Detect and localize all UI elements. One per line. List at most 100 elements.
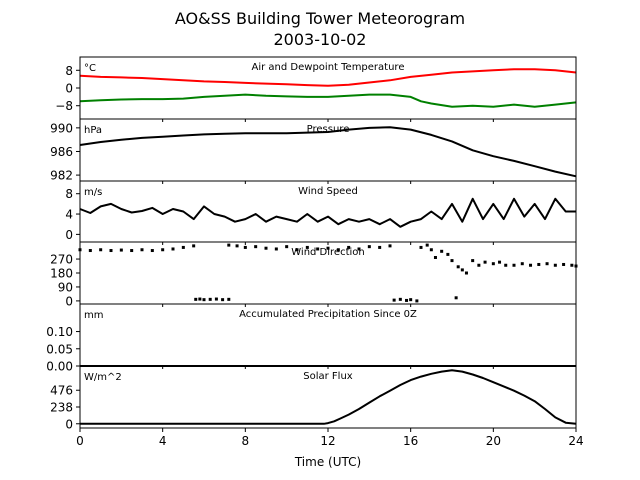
data-point-winddir	[305, 245, 309, 249]
y-tick-label-winddir: 90	[58, 280, 73, 294]
data-point-winddir	[88, 249, 92, 253]
data-point-winddir	[221, 298, 225, 302]
series-line-pressure-0	[79, 126, 577, 178]
panel-unit-solar: W/m^2	[84, 372, 122, 383]
panel-unit-wind: m/s	[84, 187, 102, 198]
data-point-winddir	[425, 243, 429, 247]
x-tick-label: 20	[486, 434, 501, 448]
data-point-winddir	[433, 256, 437, 259]
data-point-winddir	[545, 262, 549, 266]
data-point-winddir	[491, 262, 495, 266]
panel-solar: W/m^2 Solar Flux 476 238 0	[50, 365, 577, 432]
series-line-temp-0	[79, 68, 577, 87]
x-tick-label: 16	[403, 434, 418, 448]
data-point-winddir	[429, 248, 433, 252]
data-point-winddir	[415, 299, 419, 303]
chart-subtitle: 2003-10-02	[274, 30, 367, 49]
data-point-winddir	[109, 249, 113, 253]
panel-title-pressure: Pressure	[307, 124, 350, 135]
chart-title: AO&SS Building Tower Meteorogram	[175, 9, 465, 28]
y-tick-label-solar: 0	[65, 417, 73, 431]
panel-wind: m/s Wind Speed 8 4 0	[65, 180, 577, 245]
data-point-winddir	[367, 245, 371, 249]
series-line-temp-1	[79, 93, 577, 108]
y-tick-label-wind: 4	[65, 208, 73, 222]
y-tick-label-precip: 0.00	[46, 360, 73, 374]
data-point-winddir	[243, 245, 247, 249]
data-point-winddir	[130, 249, 134, 253]
data-point-winddir	[150, 249, 154, 253]
data-point-winddir	[570, 263, 574, 267]
y-tick-label-temp: −8	[55, 99, 73, 113]
data-point-winddir	[562, 262, 566, 266]
panel-unit-pressure: hPa	[84, 125, 102, 136]
data-point-winddir	[336, 248, 340, 252]
data-point-winddir	[181, 245, 185, 249]
data-point-winddir	[119, 248, 123, 252]
data-point-winddir	[254, 245, 258, 249]
y-tick-label-winddir: 0	[65, 294, 73, 308]
x-axis-label: Time (UTC)	[294, 455, 361, 469]
data-point-winddir	[202, 298, 206, 302]
x-tick-label: 0	[76, 434, 84, 448]
x-tick-label: 8	[242, 434, 250, 448]
data-point-winddir	[198, 297, 202, 301]
data-point-winddir	[446, 252, 450, 256]
y-tick-label-wind: 0	[65, 228, 73, 242]
y-tick-label-wind: 8	[65, 187, 73, 201]
data-point-winddir	[378, 245, 382, 249]
data-point-winddir	[440, 249, 444, 253]
x-axis: 0 4 8 12 16 20 24	[76, 434, 583, 448]
data-point-winddir	[227, 243, 231, 247]
y-tick-label-precip: 0.05	[46, 342, 73, 356]
data-point-winddir	[326, 246, 330, 250]
y-tick-label-temp: 0	[65, 82, 73, 96]
y-tick-label-pressure: 982	[50, 169, 73, 183]
series-line-wind-0	[79, 197, 576, 228]
data-point-winddir	[483, 260, 487, 264]
data-point-winddir	[316, 247, 320, 251]
panel-precip: mm Accumulated Precipitation Since 0Z 0.10…	[46, 303, 577, 374]
data-point-winddir	[140, 248, 144, 252]
data-point-winddir	[161, 248, 165, 252]
y-tick-label-temp: 8	[65, 64, 73, 78]
panel-title-precip: Accumulated Precipitation Since 0Z	[239, 309, 417, 320]
y-tick-label-precip: 0.10	[46, 325, 73, 339]
data-point-winddir	[477, 263, 481, 267]
data-point-winddir	[99, 248, 103, 252]
data-point-winddir	[460, 268, 464, 272]
data-point-winddir	[409, 298, 413, 302]
x-tick-label: 12	[320, 434, 335, 448]
data-point-winddir	[192, 244, 196, 248]
panel-title-solar: Solar Flux	[303, 371, 353, 382]
data-point-winddir	[392, 298, 396, 302]
data-point-winddir	[537, 262, 541, 266]
series-line-solar-0	[80, 369, 577, 425]
data-point-winddir	[264, 246, 268, 250]
data-point-winddir	[520, 262, 524, 266]
panel-temp: °C Air and Dewpoint Temperature 8 0 −8	[55, 56, 577, 122]
y-tick-label-solar: 476	[50, 384, 73, 398]
data-point-winddir	[208, 297, 212, 301]
data-point-winddir	[471, 259, 475, 263]
data-point-winddir	[171, 247, 175, 251]
panel-title-winddir: Wind Direction	[291, 247, 365, 258]
data-point-winddir	[419, 245, 423, 249]
data-point-winddir	[553, 263, 557, 267]
data-point-winddir	[388, 244, 392, 248]
data-point-winddir	[529, 263, 533, 267]
y-tick-label-solar: 238	[50, 401, 73, 415]
y-tick-label-winddir: 180	[50, 267, 73, 281]
data-point-winddir	[405, 298, 409, 302]
data-point-winddir	[357, 247, 361, 251]
data-point-winddir	[464, 271, 468, 275]
data-point-winddir	[504, 263, 508, 267]
panel-unit-precip: mm	[84, 310, 103, 321]
data-point-winddir	[274, 247, 278, 251]
data-point-winddir	[285, 245, 289, 249]
panel-title-wind: Wind Speed	[298, 186, 358, 197]
data-point-winddir	[398, 297, 402, 301]
data-point-winddir	[214, 297, 218, 301]
